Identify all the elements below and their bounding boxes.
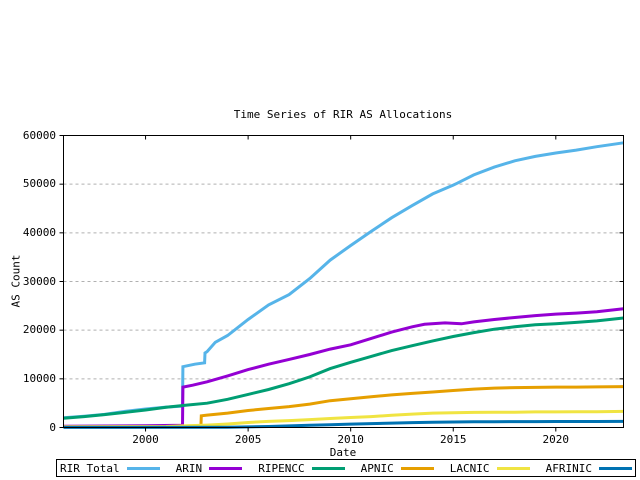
- series-line-afrinic: [63, 419, 624, 429]
- legend-label: LACNIC: [449, 461, 490, 475]
- y-tick-label-40000: 40000: [22, 225, 56, 239]
- series-line-apnic: [199, 385, 624, 428]
- x-tick-label-2020: 2020: [542, 433, 570, 446]
- legend-item-lacnic: LACNIC: [450, 462, 530, 475]
- y-tick-label-60000: 60000: [22, 128, 56, 142]
- x-tick-label-2000: 2000: [132, 433, 159, 446]
- legend-color-swatch: [496, 466, 530, 470]
- legend-color-swatch: [209, 466, 243, 470]
- legend-item-rir-total: RIR Total: [60, 462, 160, 475]
- series-line-ripencc: [63, 316, 624, 420]
- legend-label: AFRINIC: [545, 461, 592, 475]
- legend-color-swatch: [126, 466, 160, 470]
- series-line-lacnic: [63, 409, 624, 429]
- y-tick-label-10000: 10000: [22, 371, 56, 385]
- legend-label: ARIN: [175, 461, 203, 475]
- legend-item-ripencc: RIPENCC: [258, 461, 345, 475]
- series-line-arin: [63, 307, 624, 428]
- legend-color-swatch: [598, 466, 632, 470]
- legend: RIR Total ARIN RIPENCC APNIC LACNIC AFRINIC: [56, 459, 636, 477]
- x-tick-label-2015: 2015: [439, 433, 467, 446]
- legend-label: APNIC: [360, 461, 394, 475]
- x-tick-label-2010: 2010: [337, 433, 364, 446]
- y-tick-label-50000: 50000: [22, 177, 56, 191]
- y-tick-label-20000: 20000: [22, 323, 56, 337]
- legend-item-apnic: APNIC: [361, 462, 434, 475]
- x-axis-title: Date: [329, 446, 357, 459]
- y-tick-label-30000: 30000: [22, 274, 56, 288]
- legend-label: RIR Total: [60, 461, 120, 475]
- x-tick-label-2005: 2005: [234, 433, 262, 446]
- legend-color-swatch: [311, 466, 345, 470]
- legend-item-arin: ARIN: [176, 462, 243, 475]
- y-tick-label-0: 0: [49, 420, 56, 434]
- chart-title: Time Series of RIR AS Allocations: [233, 108, 453, 121]
- legend-item-afrinic: AFRINIC: [546, 462, 632, 475]
- legend-label: RIPENCC: [258, 461, 305, 475]
- legend-color-swatch: [400, 466, 434, 470]
